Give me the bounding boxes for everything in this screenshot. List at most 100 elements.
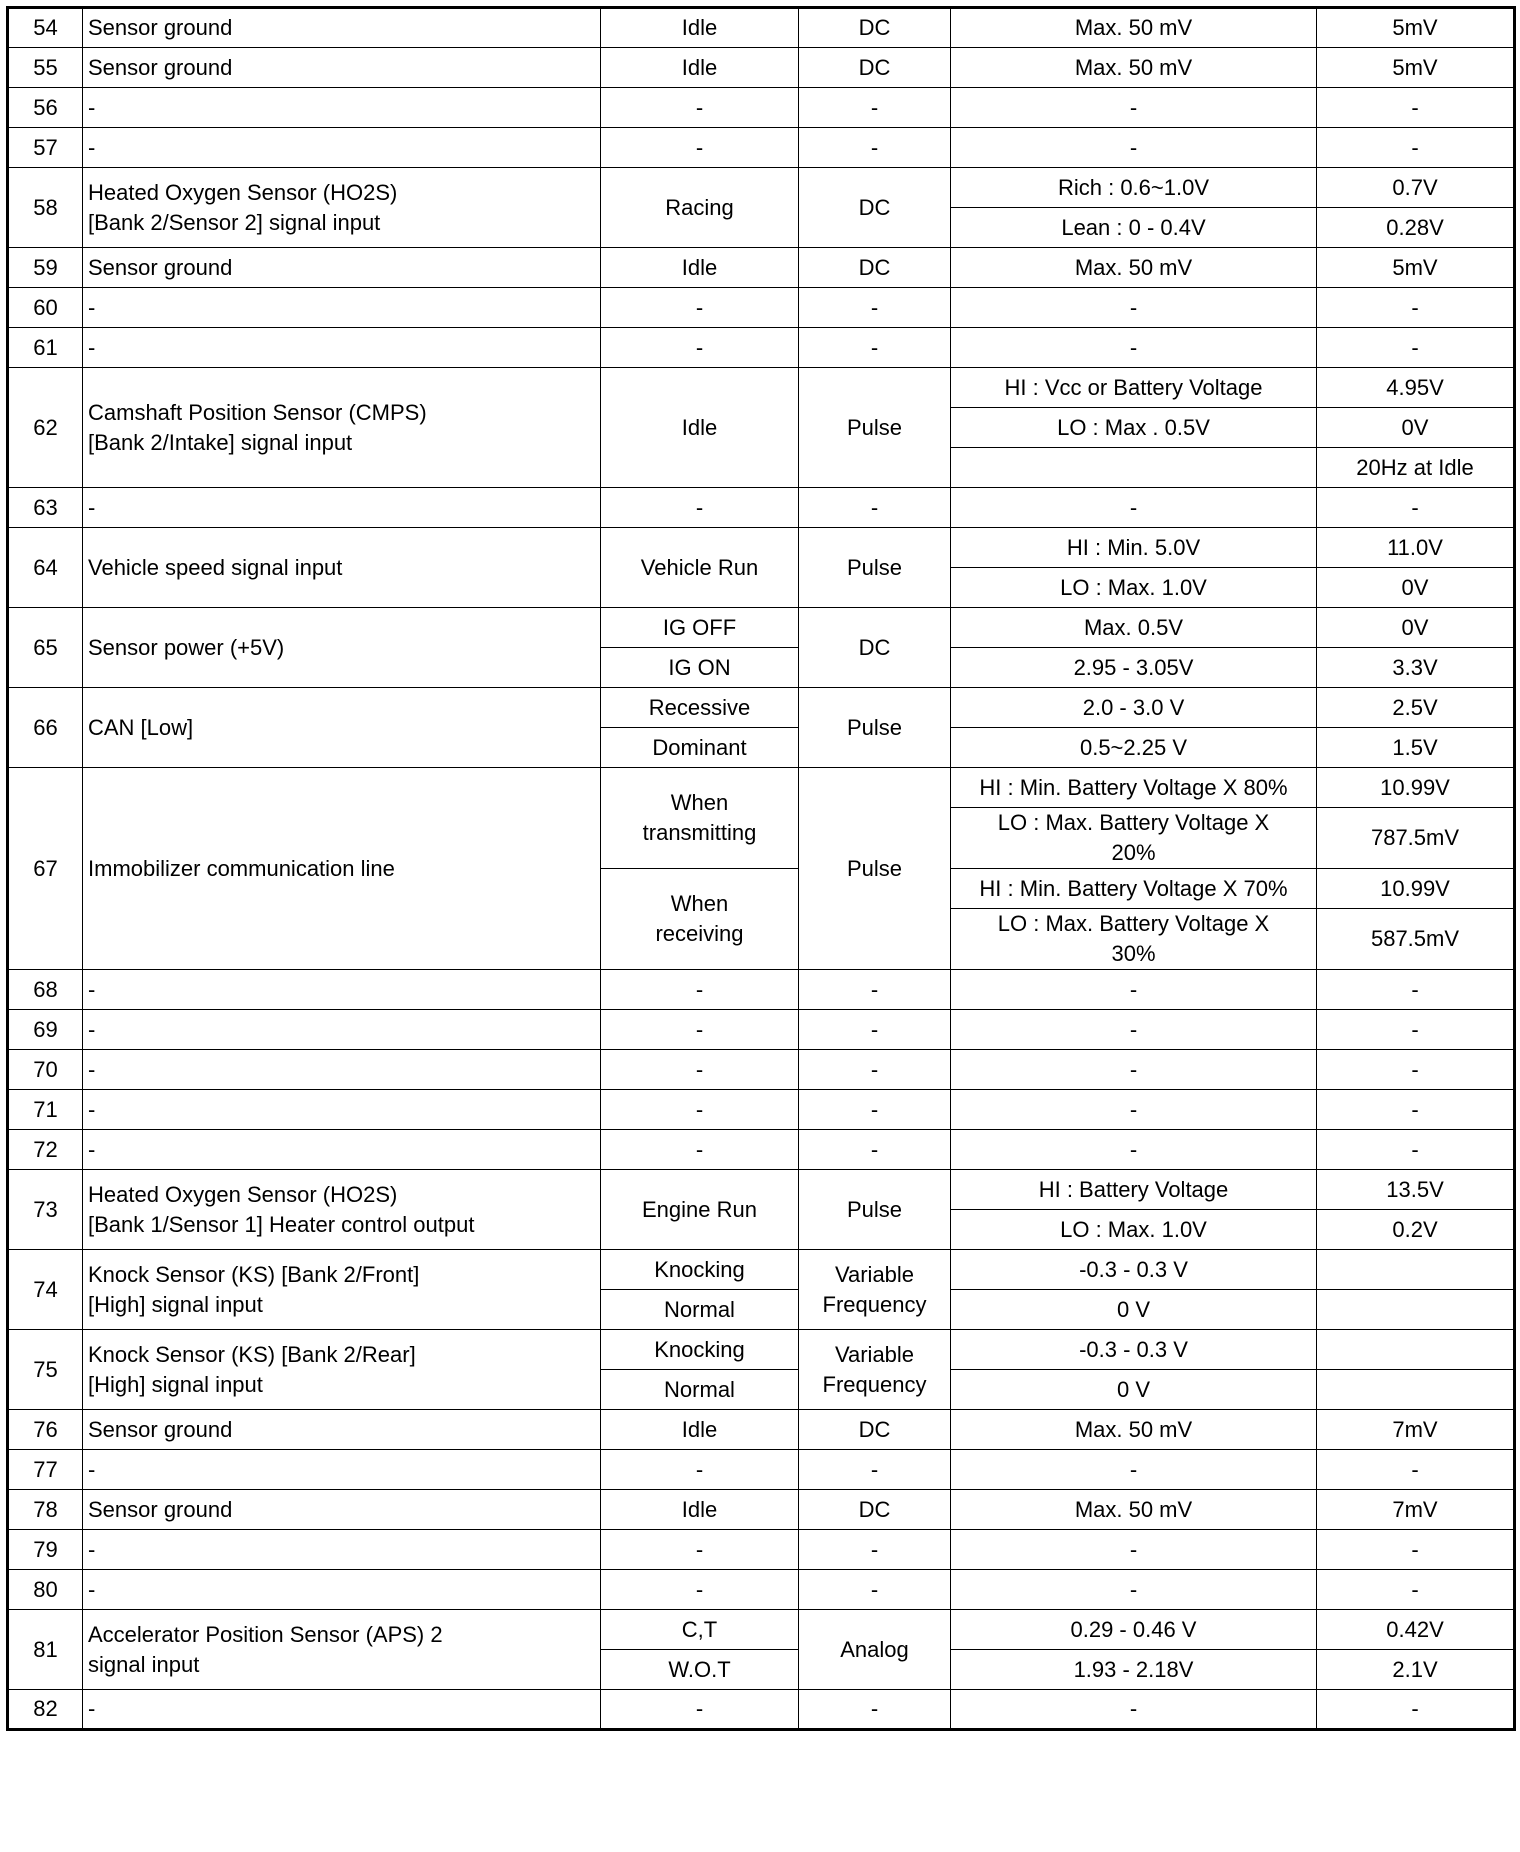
pin-description: Sensor ground <box>82 7 601 48</box>
table-row: 64 Vehicle speed signal input Vehicle Run P… <box>7 527 1515 608</box>
spec-value: - <box>950 127 1317 168</box>
test-condition: - <box>600 969 799 1010</box>
signal-type: Variable Frequency <box>798 1249 951 1330</box>
table-row: 76 Sensor ground Idle DC Max. 50 mV 7mV <box>7 1409 1515 1450</box>
test-result: - <box>1316 487 1515 528</box>
spec-value: 0.29 - 0.46 V <box>950 1609 1317 1650</box>
test-result: 20Hz at Idle <box>1316 447 1515 488</box>
pin-description: - <box>82 127 601 168</box>
spec-value: Rich : 0.6~1.0V <box>950 167 1317 208</box>
pin-description: Sensor ground <box>82 47 601 88</box>
test-result <box>1316 1249 1515 1290</box>
pin-description: Camshaft Position Sensor (CMPS) [Bank 2/I… <box>82 367 601 488</box>
table-row: 67 Immobilizer communication line When tran… <box>7 767 1515 970</box>
spec-value: 2.95 - 3.05V <box>950 647 1317 688</box>
signal-type: Pulse <box>798 367 951 488</box>
table-row: 61- - - - - <box>7 327 1515 368</box>
test-result: 0.42V <box>1316 1609 1515 1650</box>
pin-number: 57 <box>7 127 83 168</box>
test-condition: IG ON <box>600 647 799 688</box>
spec-value: Max. 50 mV <box>950 47 1317 88</box>
pin-number: 76 <box>7 1409 83 1450</box>
pin-description: Sensor ground <box>82 1489 601 1530</box>
test-result: - <box>1316 287 1515 328</box>
test-condition: Knocking <box>600 1329 799 1370</box>
spec-value: 2.0 - 3.0 V <box>950 687 1317 728</box>
table-row: 70- - - - - <box>7 1049 1515 1090</box>
pin-description: Heated Oxygen Sensor (HO2S) [Bank 1/Senso… <box>82 1169 601 1250</box>
pin-number: 62 <box>7 367 83 488</box>
signal-type: DC <box>798 47 951 88</box>
test-result: - <box>1316 327 1515 368</box>
signal-type: - <box>798 1129 951 1170</box>
test-result: 2.1V <box>1316 1649 1515 1690</box>
test-result: 10.99V <box>1316 767 1515 808</box>
pin-number: 71 <box>7 1089 83 1130</box>
spec-value: - <box>950 1049 1317 1090</box>
spec-value: Max. 50 mV <box>950 247 1317 288</box>
pin-description: - <box>82 1129 601 1170</box>
test-condition: - <box>600 487 799 528</box>
test-result <box>1316 1329 1515 1370</box>
signal-type: Variable Frequency <box>798 1329 951 1410</box>
pin-description: - <box>82 287 601 328</box>
test-result: 0V <box>1316 407 1515 448</box>
signal-type: DC <box>798 7 951 48</box>
pin-description: Knock Sensor (KS) [Bank 2/Front] [High] s… <box>82 1249 601 1330</box>
pin-description: Sensor ground <box>82 1409 601 1450</box>
test-condition: - <box>600 1089 799 1130</box>
spec-value: -0.3 - 0.3 V <box>950 1249 1317 1290</box>
test-condition: - <box>600 1049 799 1090</box>
spec-value: - <box>950 1089 1317 1130</box>
pin-number: 64 <box>7 527 83 608</box>
table-row: 80- - - - - <box>7 1569 1515 1610</box>
test-condition: IG OFF <box>600 607 799 648</box>
test-condition: - <box>600 1009 799 1050</box>
test-result: 0.7V <box>1316 167 1515 208</box>
test-condition: Idle <box>600 247 799 288</box>
table-row: 71- - - - - <box>7 1089 1515 1130</box>
table-body: 54 Sensor ground Idle DC Max. 50 mV 5mV 55 Sens… <box>7 7 1515 1730</box>
test-result: - <box>1316 1129 1515 1170</box>
pin-description: - <box>82 1089 601 1130</box>
signal-type: DC <box>798 607 951 688</box>
spec-value: 1.93 - 2.18V <box>950 1649 1317 1690</box>
test-result: 5mV <box>1316 47 1515 88</box>
table-row: 56- - - - - <box>7 87 1515 128</box>
signal-type: - <box>798 287 951 328</box>
test-result: 0V <box>1316 567 1515 608</box>
pin-description: - <box>82 1689 601 1730</box>
pin-description: - <box>82 1569 601 1610</box>
table-row: LO : Max. 1.0V 0V <box>8 567 1515 608</box>
spec-value: 0 V <box>950 1369 1317 1410</box>
spec-value: - <box>950 969 1317 1010</box>
spec-value: - <box>950 1009 1317 1050</box>
table-row: 79- - - - - <box>7 1529 1515 1570</box>
signal-type: Pulse <box>798 767 951 970</box>
spec-value: Max. 0.5V <box>950 607 1317 648</box>
test-condition: Idle <box>600 1409 799 1450</box>
signal-type: - <box>798 1689 951 1730</box>
pin-description: - <box>82 87 601 128</box>
spec-value: LO : Max. 1.0V <box>950 567 1317 608</box>
pin-number: 54 <box>7 7 83 48</box>
spec-value: - <box>950 1449 1317 1490</box>
table-row: 78 Sensor ground Idle DC Max. 50 mV 7mV <box>7 1489 1515 1530</box>
pin-number: 78 <box>7 1489 83 1530</box>
test-condition: Knocking <box>600 1249 799 1290</box>
spec-value: 0 V <box>950 1289 1317 1330</box>
test-condition: Engine Run <box>600 1169 799 1250</box>
test-result: 5mV <box>1316 7 1515 48</box>
table-row: 66 CAN [Low] Recessive Pulse 2.0 - 3.0 V 2.5V <box>7 687 1515 768</box>
signal-type: DC <box>798 167 951 248</box>
spec-value: HI : Vcc or Battery Voltage <box>950 367 1317 408</box>
spec-value: Max. 50 mV <box>950 1489 1317 1530</box>
test-result: 2.5V <box>1316 687 1515 728</box>
test-condition: - <box>600 327 799 368</box>
pin-number: 59 <box>7 247 83 288</box>
signal-type: DC <box>798 1489 951 1530</box>
test-result: 10.99V <box>1316 868 1515 909</box>
pin-number: 63 <box>7 487 83 528</box>
test-condition: When receiving <box>600 868 799 970</box>
signal-type: - <box>798 327 951 368</box>
